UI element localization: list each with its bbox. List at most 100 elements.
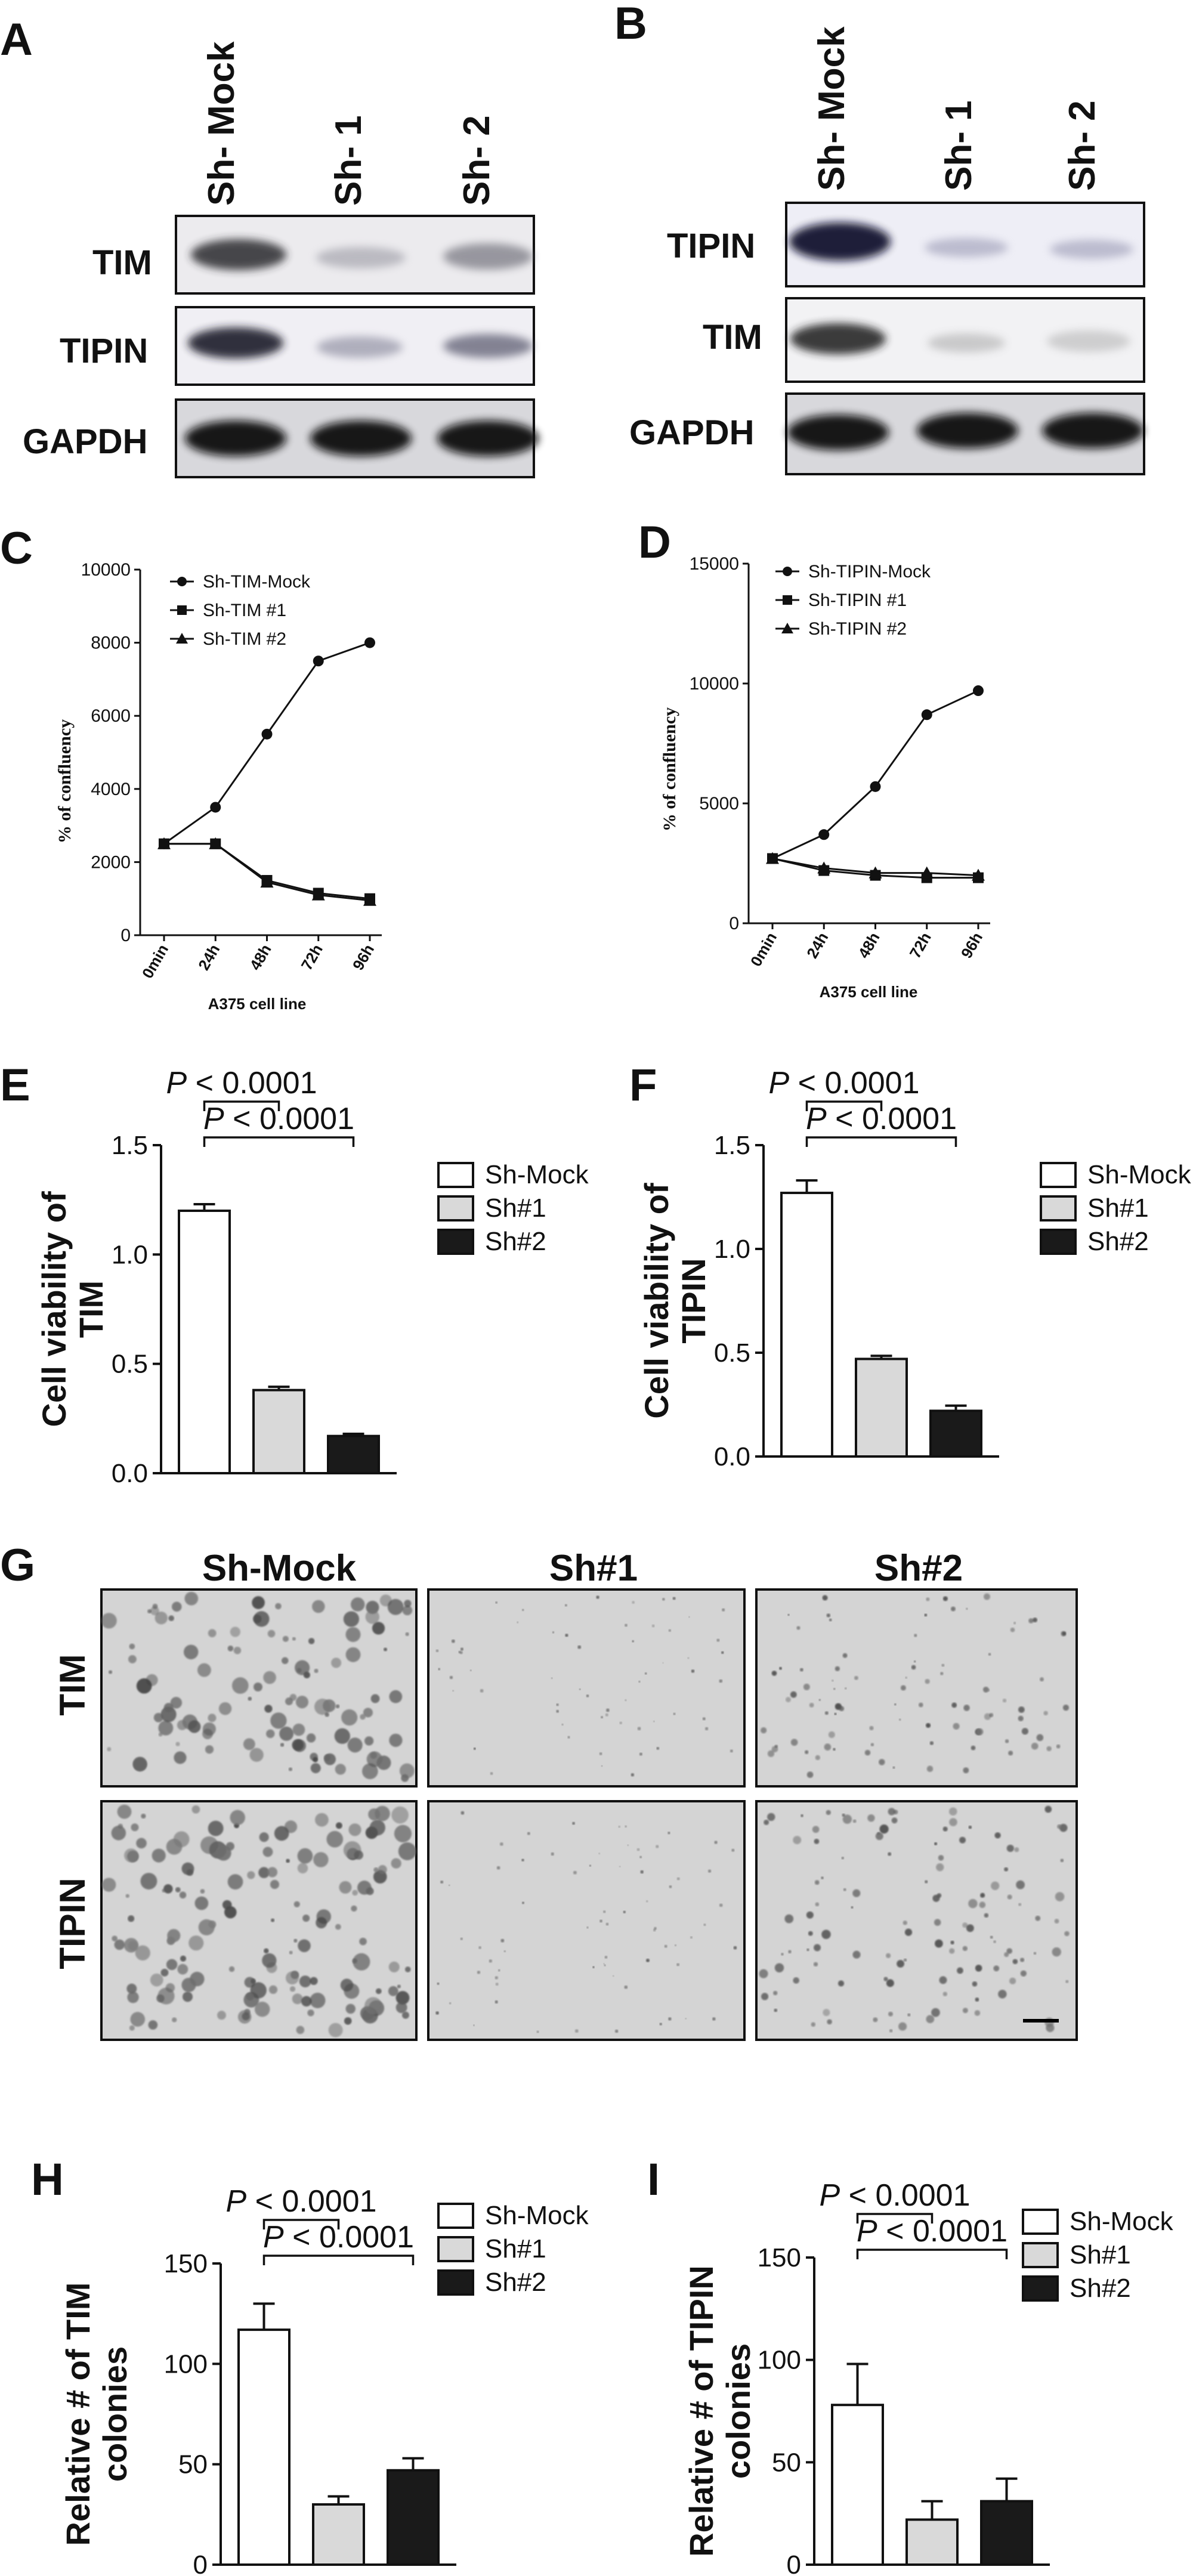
colony xyxy=(1043,1711,1048,1716)
colony xyxy=(1031,1742,1039,1750)
colony xyxy=(1046,1746,1052,1752)
colony xyxy=(883,1977,888,1981)
colony xyxy=(369,1820,385,1836)
colony xyxy=(925,1678,930,1684)
p-value-label: P < 0.0001 xyxy=(263,2220,414,2255)
colony xyxy=(1052,1947,1061,1957)
colony xyxy=(243,1738,255,1751)
significance-bracket xyxy=(203,1136,355,1147)
colony xyxy=(1059,1823,1068,1832)
x-axis-label: A375 cell line xyxy=(820,983,918,1001)
colony xyxy=(592,1966,595,1968)
colony xyxy=(934,1919,941,1926)
colony xyxy=(926,1765,934,1772)
colony xyxy=(551,1852,554,1856)
panel-label-d: D xyxy=(638,517,671,568)
y-tick-label: 0 xyxy=(729,914,739,933)
colony xyxy=(918,1702,923,1708)
legend-label: Sh#1 xyxy=(485,2234,546,2263)
colony xyxy=(911,1665,916,1670)
colony xyxy=(842,1814,852,1824)
row-header-tim: TIM xyxy=(52,1654,92,1715)
y-tick-label: 2000 xyxy=(91,852,131,872)
colony-image-frame xyxy=(427,1800,746,2041)
colony xyxy=(536,2030,539,2033)
colony xyxy=(175,1742,180,1746)
colony xyxy=(867,1814,875,1822)
colony xyxy=(676,1963,680,1966)
data-point xyxy=(210,802,221,813)
colony xyxy=(279,1726,294,1741)
bar xyxy=(905,2518,959,2566)
colony xyxy=(1064,1931,1070,1937)
colony xyxy=(404,1600,412,1607)
x-axis-label: A375 cell line xyxy=(208,995,307,1013)
western-blot-b: Sh- Mock Sh- 1 Sh- 2 TIPIN TIM GAPDH xyxy=(629,26,1145,475)
colony xyxy=(962,1922,968,1928)
p-value-label: P < 0.0001 xyxy=(166,1066,317,1100)
colony xyxy=(129,1643,135,1650)
colony xyxy=(227,1874,243,1890)
y-axis-label: Cell viability of xyxy=(35,1191,73,1427)
colony xyxy=(308,1638,315,1644)
colony xyxy=(589,1864,591,1867)
colony xyxy=(1018,1903,1022,1906)
colony xyxy=(391,1806,409,1824)
colony xyxy=(842,1653,848,1658)
colony xyxy=(987,1689,990,1692)
colony xyxy=(163,1703,174,1712)
colony xyxy=(375,1805,390,1822)
colony xyxy=(623,1910,626,1913)
colony xyxy=(892,1766,895,1769)
colony xyxy=(177,1963,188,1975)
colony xyxy=(886,1979,894,1987)
colony xyxy=(384,1647,388,1652)
colony xyxy=(714,1841,718,1844)
colony xyxy=(598,1853,600,1854)
colony xyxy=(615,2029,619,2033)
colony xyxy=(1010,1627,1015,1632)
colony xyxy=(168,1615,174,1621)
colony xyxy=(296,1668,302,1673)
blot-row-label-tim: TIM xyxy=(92,243,152,282)
colony xyxy=(263,1671,276,1684)
colony xyxy=(869,1725,874,1731)
colony xyxy=(351,1905,357,1912)
colony xyxy=(704,1727,709,1731)
colony xyxy=(160,1968,169,1977)
colony xyxy=(731,1848,735,1852)
colony xyxy=(1033,1618,1038,1623)
colony xyxy=(307,2009,314,2017)
colony xyxy=(347,1737,363,1753)
colony xyxy=(477,1971,481,1974)
colony xyxy=(1044,1805,1052,1813)
colony xyxy=(458,1651,461,1653)
colony xyxy=(171,1601,182,1612)
colony xyxy=(522,1901,524,1904)
x-tick-label: 96h xyxy=(349,941,378,973)
colony xyxy=(363,1708,373,1718)
blot-strip-gapdh xyxy=(175,398,539,478)
colony-image xyxy=(427,1800,746,2041)
colony xyxy=(293,1901,300,1907)
data-point xyxy=(260,876,274,888)
colony xyxy=(790,1739,798,1746)
colony xyxy=(934,1842,938,1845)
colony xyxy=(267,1867,278,1878)
x-tick-label: 0min xyxy=(138,941,172,982)
colony xyxy=(1006,1948,1013,1954)
panel-label-e: E xyxy=(0,1060,30,1111)
colony xyxy=(451,1639,455,1643)
y-tick-label: 1.5 xyxy=(714,1131,750,1160)
colony xyxy=(314,1699,331,1715)
colony xyxy=(469,1669,472,1671)
colony xyxy=(315,1813,329,1827)
colony xyxy=(1012,1959,1018,1965)
colony xyxy=(313,1852,329,1867)
colony xyxy=(460,1647,463,1651)
colony xyxy=(824,1743,832,1751)
colony xyxy=(993,1965,1000,1972)
significance-bracket xyxy=(262,2255,415,2265)
colony xyxy=(625,1699,627,1702)
colony xyxy=(233,1646,242,1655)
